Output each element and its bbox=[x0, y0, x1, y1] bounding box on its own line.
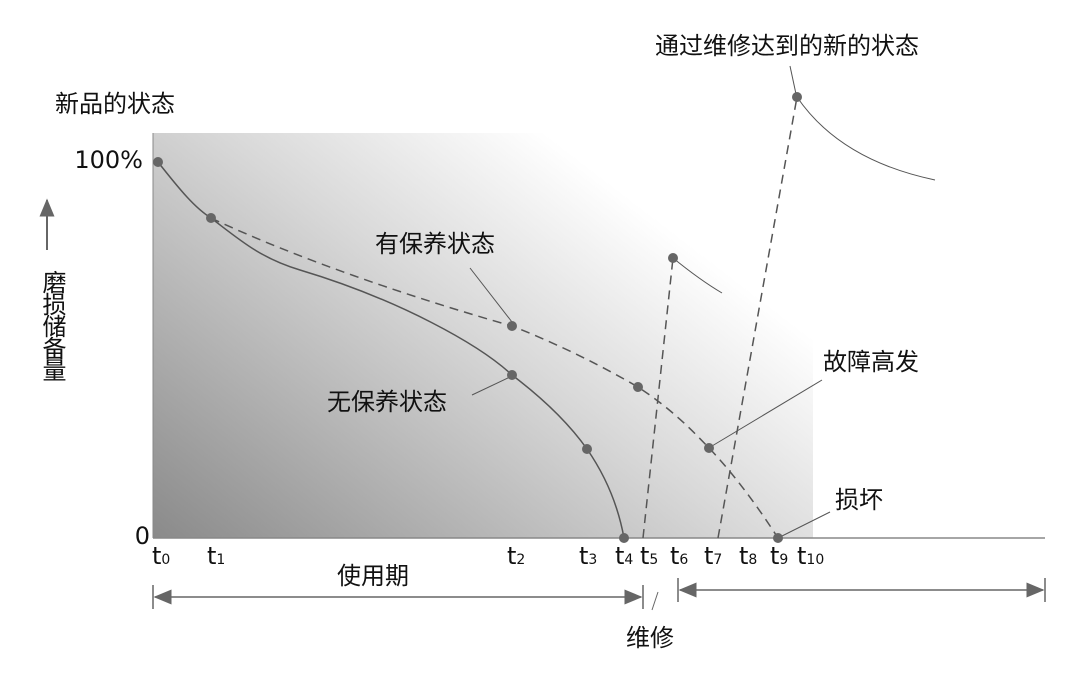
after-repair-curve bbox=[796, 96, 936, 181]
label: 通过维修达到的新的状态 bbox=[655, 32, 919, 60]
tick-subscript: 7 bbox=[713, 552, 722, 568]
label: 故障高发 bbox=[823, 348, 919, 376]
tick-letter: t bbox=[152, 542, 161, 570]
label: 维修 bbox=[626, 624, 674, 652]
tick-subscript: 5 bbox=[649, 552, 658, 568]
x-tick-label: t4 bbox=[615, 542, 633, 570]
repair-line bbox=[642, 257, 674, 539]
label: 0 bbox=[135, 522, 150, 550]
point bbox=[633, 382, 643, 392]
tick-subscript: 8 bbox=[748, 552, 757, 568]
x-tick-label: t8 bbox=[739, 542, 757, 570]
break-mark bbox=[651, 591, 659, 611]
tick-letter: t bbox=[739, 542, 748, 570]
tick-letter: t bbox=[770, 542, 779, 570]
point bbox=[792, 92, 802, 102]
leader bbox=[469, 267, 513, 323]
after-repair-curve bbox=[672, 257, 723, 294]
tick-letter: t bbox=[207, 542, 216, 570]
label: 使用期 bbox=[337, 562, 409, 590]
tick-letter: t bbox=[579, 542, 588, 570]
label: 损坏 bbox=[835, 486, 883, 514]
tick-subscript: 2 bbox=[516, 552, 525, 568]
label: 100% bbox=[74, 146, 143, 174]
x-tick-label: t10 bbox=[797, 542, 824, 570]
point bbox=[153, 157, 163, 167]
x-tick-label: t1 bbox=[207, 542, 225, 570]
tick-subscript: 0 bbox=[161, 552, 170, 568]
tick-subscript: 4 bbox=[624, 552, 633, 568]
x-tick-label: t7 bbox=[704, 542, 722, 570]
label: 新品的状态 bbox=[55, 90, 175, 118]
tick-letter: t bbox=[704, 542, 713, 570]
leader bbox=[711, 379, 823, 447]
leader bbox=[781, 511, 831, 537]
point bbox=[206, 213, 216, 223]
tick-letter: t bbox=[670, 542, 679, 570]
tick-letter: t bbox=[507, 542, 516, 570]
x-tick-label: t2 bbox=[507, 542, 525, 570]
leader bbox=[471, 376, 511, 396]
point bbox=[619, 533, 629, 543]
point bbox=[507, 370, 517, 380]
tick-subscript: 1 bbox=[216, 552, 225, 568]
point bbox=[507, 321, 517, 331]
tick-letter: t bbox=[615, 542, 624, 570]
points bbox=[153, 92, 802, 543]
point bbox=[704, 443, 714, 453]
x-tick-label: t5 bbox=[640, 542, 658, 570]
x-tick-label: t9 bbox=[770, 542, 788, 570]
x-tick-label: t3 bbox=[579, 542, 597, 570]
tick-subscript: 9 bbox=[779, 552, 788, 568]
point bbox=[773, 533, 783, 543]
background-gradient bbox=[153, 133, 813, 538]
tick-subscript: 6 bbox=[679, 552, 688, 568]
tick-subscript: 3 bbox=[588, 552, 597, 568]
label: 有保养状态 bbox=[375, 230, 495, 258]
tick-letter: t bbox=[797, 542, 806, 570]
x-tick-label: t0 bbox=[152, 542, 170, 570]
label: 无保养状态 bbox=[327, 388, 447, 416]
y-axis-label: 磨损储备量 bbox=[38, 270, 66, 381]
x-tick-label: t6 bbox=[670, 542, 688, 570]
point bbox=[582, 444, 592, 454]
leader bbox=[789, 65, 797, 95]
point bbox=[668, 253, 678, 263]
tick-subscript: 10 bbox=[806, 552, 824, 568]
maintained-curve bbox=[210, 217, 779, 539]
tick-letter: t bbox=[640, 542, 649, 570]
